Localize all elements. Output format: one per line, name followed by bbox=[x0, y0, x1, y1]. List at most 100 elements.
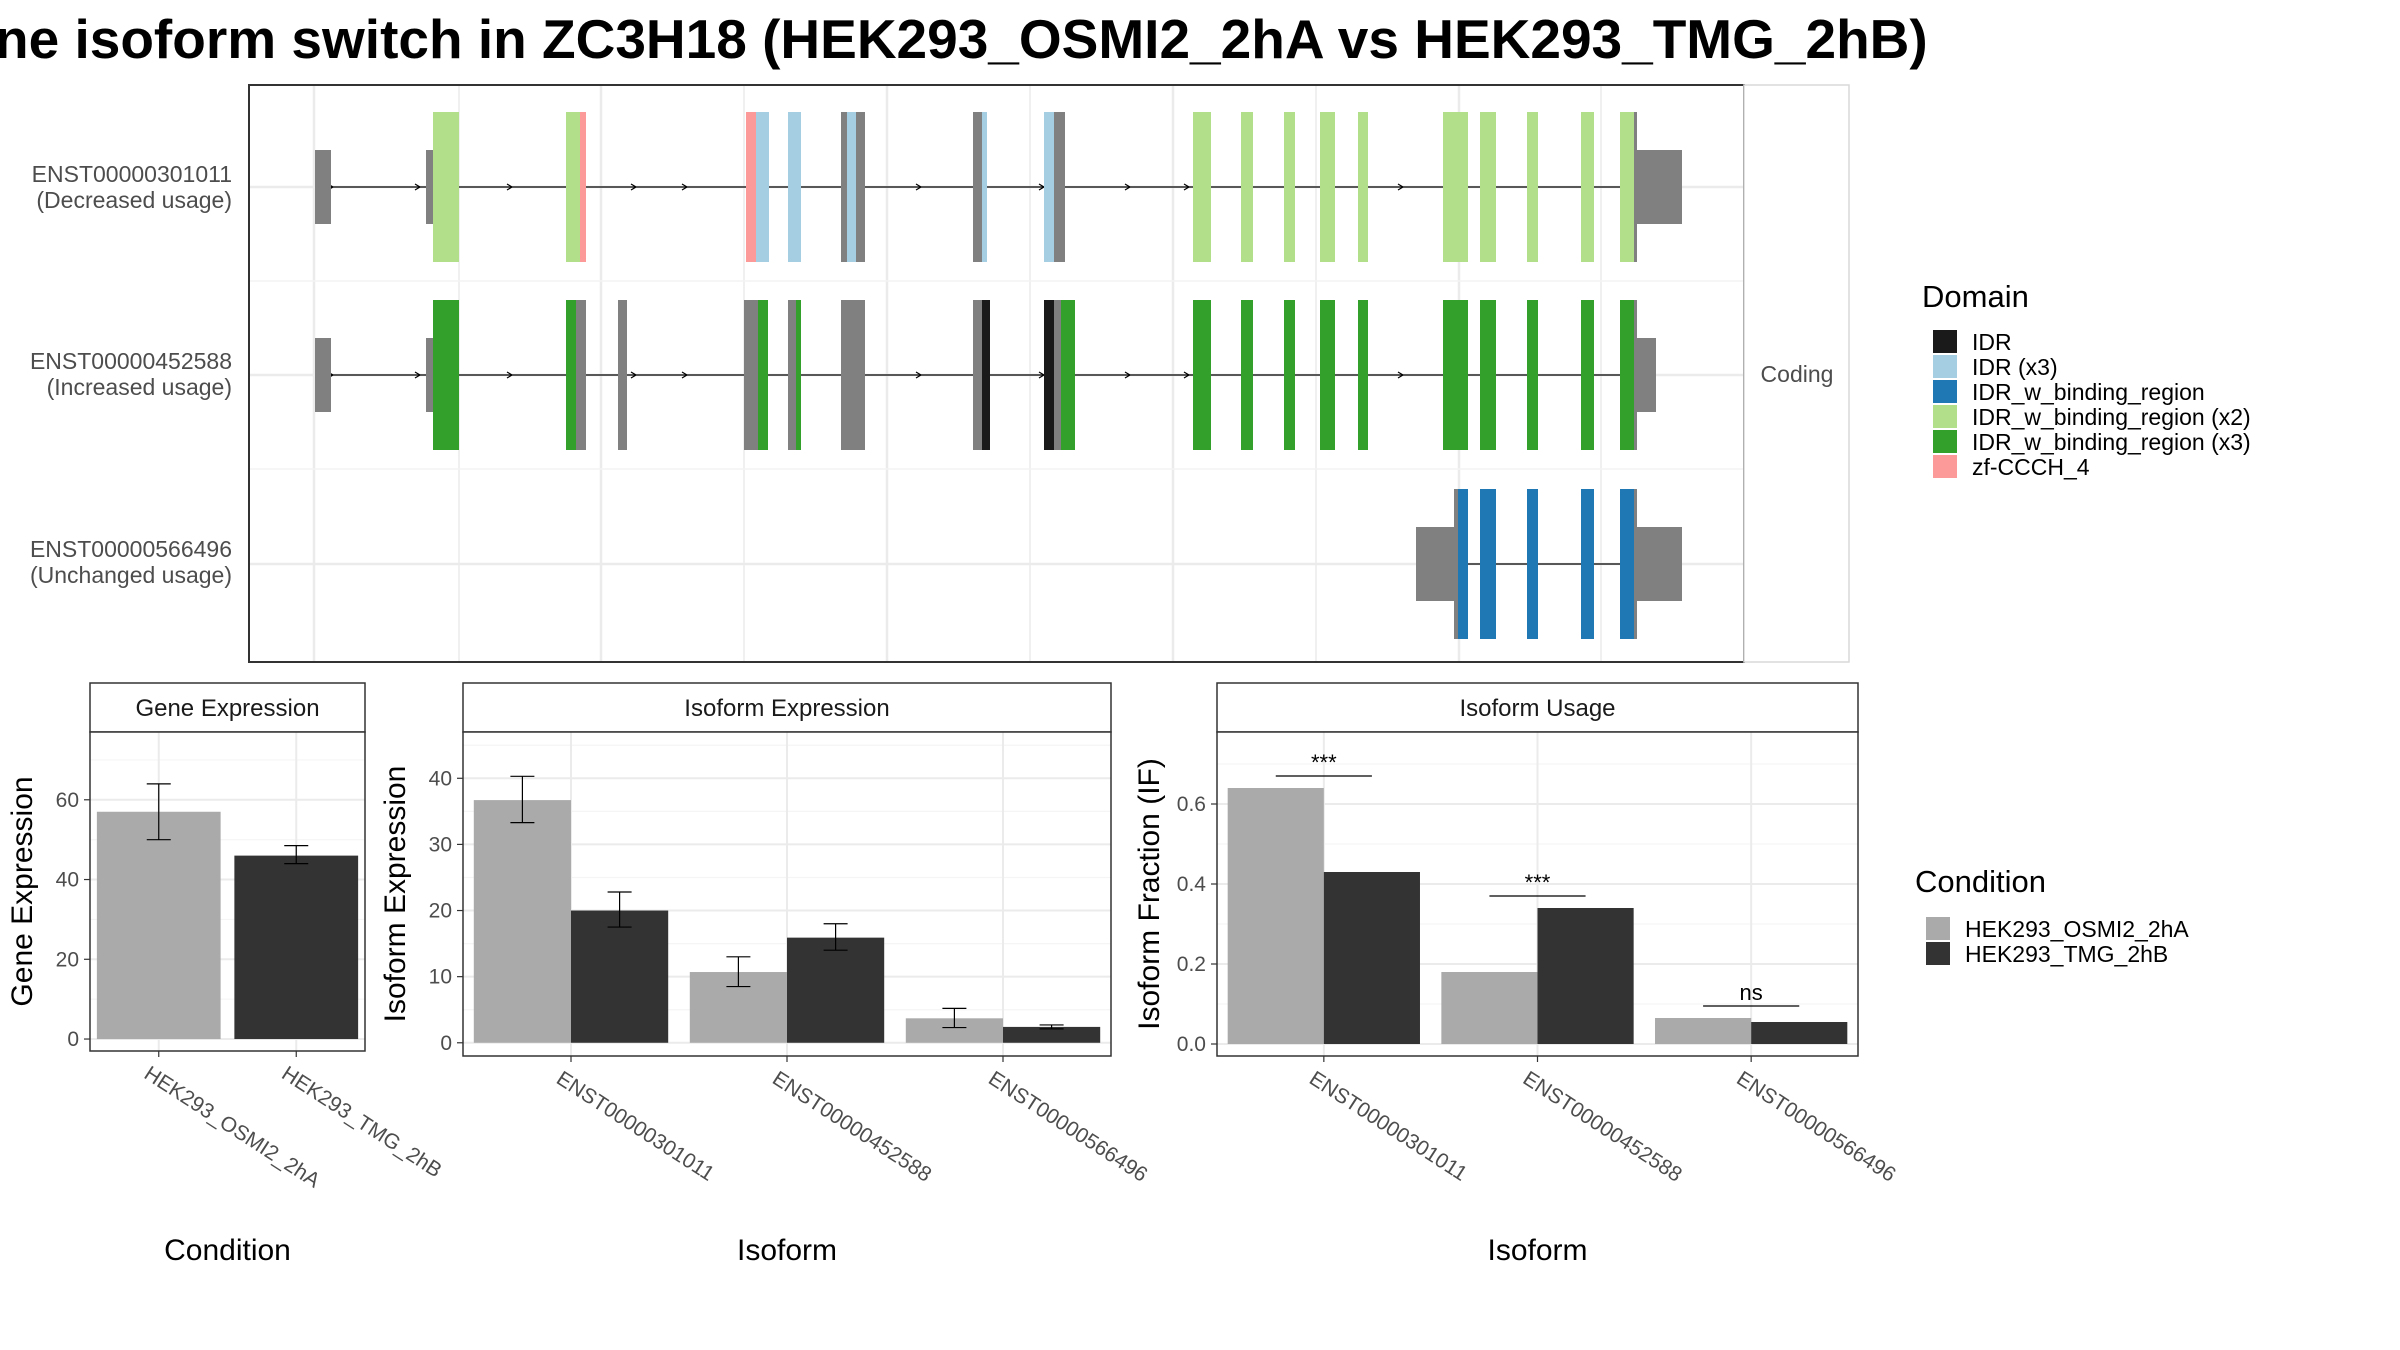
coding-exon bbox=[1634, 489, 1637, 639]
utr-exon bbox=[426, 150, 433, 224]
bar bbox=[473, 800, 571, 1043]
chart-strip bbox=[462, 682, 1112, 733]
y-tick-label: 20 bbox=[56, 948, 79, 971]
transcript-usage-2: (Increased usage) bbox=[47, 374, 232, 400]
bar bbox=[1751, 1022, 1848, 1044]
x-axis-title: Condition bbox=[164, 1234, 291, 1267]
domain-legend-swatch bbox=[1933, 405, 1957, 428]
y-tick-label: 40 bbox=[429, 767, 452, 790]
utr-exon bbox=[1637, 527, 1682, 601]
bar bbox=[1537, 908, 1634, 1044]
transcript-track-3 bbox=[1416, 489, 1682, 639]
y-tick-label: 60 bbox=[56, 789, 79, 812]
isoform-usage-chart: Isoform Usage *** *** ns 0.0 0.2 0.4 0.6 ENST000… bbox=[1133, 682, 1900, 1267]
chart-strip-label: Gene Expression bbox=[135, 695, 319, 722]
domain-legend-label: IDR_w_binding_region bbox=[1972, 379, 2205, 405]
coding-exon bbox=[1480, 112, 1496, 262]
transcript-track-1 bbox=[315, 112, 1682, 262]
transcript-panel: Coding ENST00000301011 (Decreased usage)… bbox=[30, 84, 1850, 663]
strand-arrow bbox=[414, 371, 422, 379]
transcript-tracks bbox=[315, 112, 1682, 639]
transcript-usage-1: (Decreased usage) bbox=[36, 187, 232, 213]
coding-exon bbox=[433, 112, 459, 262]
transcript-id-3: ENST00000566496 bbox=[30, 536, 232, 562]
coding-exon bbox=[566, 112, 580, 262]
utr-exon bbox=[1416, 527, 1454, 601]
chart-strip bbox=[89, 682, 366, 733]
coding-exon bbox=[618, 300, 627, 450]
coding-exon bbox=[433, 300, 459, 450]
bar bbox=[1227, 788, 1324, 1044]
x-tick-label: ENST00000566496 bbox=[1732, 1067, 1899, 1187]
utr-exon bbox=[315, 150, 331, 224]
coding-exon bbox=[758, 300, 768, 450]
transcript-id-2: ENST00000452588 bbox=[30, 348, 232, 374]
bar bbox=[96, 811, 221, 1040]
utr-exon bbox=[426, 338, 433, 412]
strand-arrow bbox=[1124, 183, 1132, 191]
x-tick-label: ENST00000452588 bbox=[1519, 1067, 1686, 1187]
coding-exon bbox=[580, 112, 586, 262]
strand-arrow bbox=[1124, 371, 1132, 379]
domain-legend-swatch bbox=[1933, 455, 1957, 478]
utr-exon bbox=[1637, 150, 1682, 224]
facet-strip bbox=[1743, 84, 1850, 663]
coding-exon bbox=[1320, 112, 1335, 262]
domain-legend-swatch bbox=[1933, 380, 1957, 403]
coding-exon bbox=[756, 112, 769, 262]
coding-exon bbox=[1044, 112, 1054, 262]
coding-exon bbox=[1320, 300, 1335, 450]
strand-arrow bbox=[506, 371, 514, 379]
coding-exon bbox=[1480, 489, 1496, 639]
coding-exon bbox=[1284, 112, 1295, 262]
coding-exon bbox=[973, 300, 982, 450]
isoform-expression-chart: Isoform Expression 0 10 20 30 40 ENST000003010… bbox=[379, 682, 1152, 1267]
coding-exon bbox=[1527, 300, 1538, 450]
coding-exon bbox=[1620, 112, 1634, 262]
domain-legend-label: IDR (x3) bbox=[1972, 354, 2058, 380]
coding-exon bbox=[1581, 112, 1594, 262]
bar bbox=[1003, 1026, 1101, 1043]
x-tick-label: ENST00000452588 bbox=[768, 1067, 935, 1187]
transcript-track-2 bbox=[315, 300, 1656, 450]
bar bbox=[571, 910, 669, 1043]
coding-exon bbox=[1061, 300, 1075, 450]
strand-arrow bbox=[681, 371, 689, 379]
coding-exon bbox=[982, 300, 990, 450]
coding-exon bbox=[841, 112, 847, 262]
coding-exon bbox=[1527, 112, 1538, 262]
bar bbox=[1655, 1018, 1752, 1044]
gene-expression-chart: Gene Expression0204060HEK293_OSMI2_2hAHE… bbox=[6, 682, 446, 1267]
condition-legend-title: Condition bbox=[1915, 864, 2046, 899]
y-tick-label: 40 bbox=[56, 869, 79, 892]
y-tick-label: 0 bbox=[67, 1028, 79, 1051]
y-tick-label: 10 bbox=[429, 966, 452, 989]
y-axis-title: Isoform Expression bbox=[379, 766, 412, 1023]
strand-arrow bbox=[630, 371, 638, 379]
y-tick-label: 30 bbox=[429, 833, 452, 856]
transcript-usage-3: (Unchanged usage) bbox=[30, 562, 232, 588]
y-axis-title: Gene Expression bbox=[6, 776, 39, 1006]
strand-arrow bbox=[915, 183, 923, 191]
domain-legend-label: IDR_w_binding_region (x3) bbox=[1972, 429, 2251, 455]
strand-arrow bbox=[1183, 183, 1191, 191]
panel-frame bbox=[89, 731, 366, 1052]
bar bbox=[234, 855, 359, 1040]
domain-legend-label: IDR_w_binding_region (x2) bbox=[1972, 404, 2251, 430]
utr-exon bbox=[1637, 338, 1656, 412]
domain-legend-swatch bbox=[1933, 355, 1957, 378]
coding-exon bbox=[1284, 300, 1295, 450]
coding-exon bbox=[841, 300, 865, 450]
figure-title: ne isoform switch in ZC3H18 (HEK293_OSMI… bbox=[0, 8, 1928, 70]
coding-exon bbox=[1358, 300, 1368, 450]
strand-arrow bbox=[414, 183, 422, 191]
strand-arrow bbox=[915, 371, 923, 379]
condition-legend-label: HEK293_TMG_2hB bbox=[1965, 941, 2168, 967]
chart-strip-label: Isoform Usage bbox=[1459, 695, 1615, 722]
coding-exon bbox=[746, 112, 756, 262]
x-tick-label: ENST00000301011 bbox=[552, 1067, 718, 1186]
strand-arrow bbox=[681, 183, 689, 191]
